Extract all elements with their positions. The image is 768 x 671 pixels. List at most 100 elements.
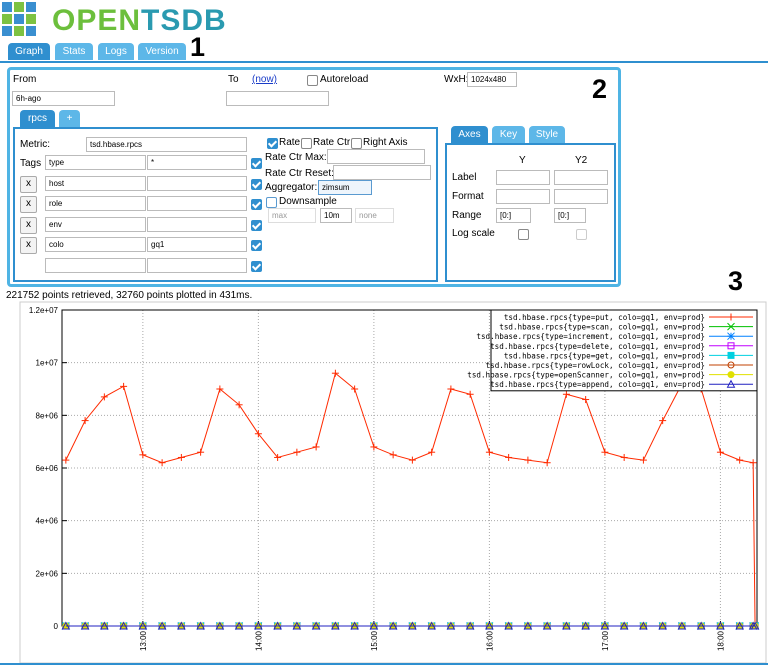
remove-button[interactable]: x [20,237,37,255]
marker-shape [465,621,475,630]
input[interactable]: type [45,155,146,170]
input[interactable]: [0:] [496,208,531,223]
point [331,369,339,377]
axes-tab[interactable]: Style [529,126,565,143]
point [351,385,359,393]
input[interactable]: 1024x480 [467,72,517,87]
marker-shape [273,621,282,630]
checkbox[interactable] [518,229,529,240]
point [600,621,610,630]
point [727,361,735,369]
input[interactable] [45,258,146,273]
point [727,351,735,359]
legend-label: tsd.hbase.rpcs{type=scan, colo=gq1, env=… [499,323,705,332]
point [100,393,108,401]
marker-shape [138,621,148,630]
marker-shape [504,621,513,630]
checkbox[interactable] [251,158,262,169]
select[interactable]: zimsum [318,180,372,195]
marker-shape [727,351,735,359]
point [523,621,533,630]
metric-tab[interactable]: + [59,110,80,127]
tab[interactable]: Logs [98,43,134,60]
point [750,621,760,630]
checkbox[interactable] [351,138,362,149]
input[interactable]: role [45,196,146,212]
point [620,453,628,461]
checkbox[interactable] [576,229,587,240]
label: WxH: [444,74,469,85]
axes-tab[interactable]: Axes [451,126,488,143]
remove-button[interactable]: x [20,216,37,234]
point [716,448,724,456]
input[interactable]: 10m [320,208,352,223]
metric-panel [13,127,438,282]
input[interactable] [147,216,247,232]
marker-shape [726,379,736,388]
remove-button[interactable]: x [20,175,37,193]
input[interactable] [327,149,425,164]
point [465,621,475,630]
marker-shape [619,621,629,630]
checkbox[interactable] [251,261,262,272]
point [727,322,735,331]
marker-stroke [727,322,735,331]
marker-shape [727,371,735,379]
point [677,621,687,630]
input[interactable] [496,189,550,204]
marker-shape [485,621,494,630]
checkbox[interactable] [251,219,262,231]
input[interactable]: env [45,216,146,232]
point [485,621,494,630]
input[interactable] [226,91,329,106]
y-tick-label: 6e+06 [36,464,59,473]
input[interactable]: gq1 [147,237,247,253]
legend-label: tsd.hbase.rpcs{type=put, colo=gq1, env=p… [504,313,705,322]
checkbox[interactable] [307,75,318,86]
input[interactable] [333,165,431,180]
point [197,448,205,456]
point [158,459,166,467]
point [139,451,147,459]
point [408,456,416,464]
point [639,456,647,464]
input[interactable]: [0:] [554,208,586,223]
checkbox[interactable] [251,178,262,190]
marker-shape [331,621,340,630]
checkbox[interactable] [301,138,312,149]
checkbox[interactable] [251,240,262,252]
input[interactable]: 6h-ago [12,91,115,106]
checkbox[interactable] [266,197,277,208]
select[interactable]: max [268,208,316,223]
input[interactable] [496,170,550,185]
tab[interactable]: Graph [8,43,50,60]
input[interactable] [147,196,247,212]
input[interactable]: * [147,155,247,170]
input[interactable]: host [45,175,146,191]
point [388,621,398,630]
metric-tab[interactable]: rpcs [20,110,55,127]
select[interactable]: none [355,208,394,223]
point [61,621,71,630]
input[interactable] [147,258,247,273]
checkbox[interactable] [267,138,278,149]
y-tick-label: 8e+06 [36,411,59,420]
point [601,448,609,456]
tab[interactable]: Version [138,43,186,60]
checkbox[interactable] [251,199,262,211]
point [370,443,378,451]
input[interactable] [554,170,608,185]
now-link[interactable]: (now) [252,74,278,85]
point [485,448,493,456]
tab[interactable]: Stats [55,43,93,60]
input[interactable]: colo [45,237,146,253]
input[interactable] [554,189,608,204]
remove-button[interactable]: x [20,196,37,214]
input[interactable] [147,175,247,191]
input[interactable]: tsd.hbase.rpcs [86,137,247,152]
label: Autoreload [320,74,369,85]
point [215,621,225,630]
marker-shape [311,621,321,630]
axes-tab[interactable]: Key [492,126,525,143]
legend-box [490,309,758,392]
